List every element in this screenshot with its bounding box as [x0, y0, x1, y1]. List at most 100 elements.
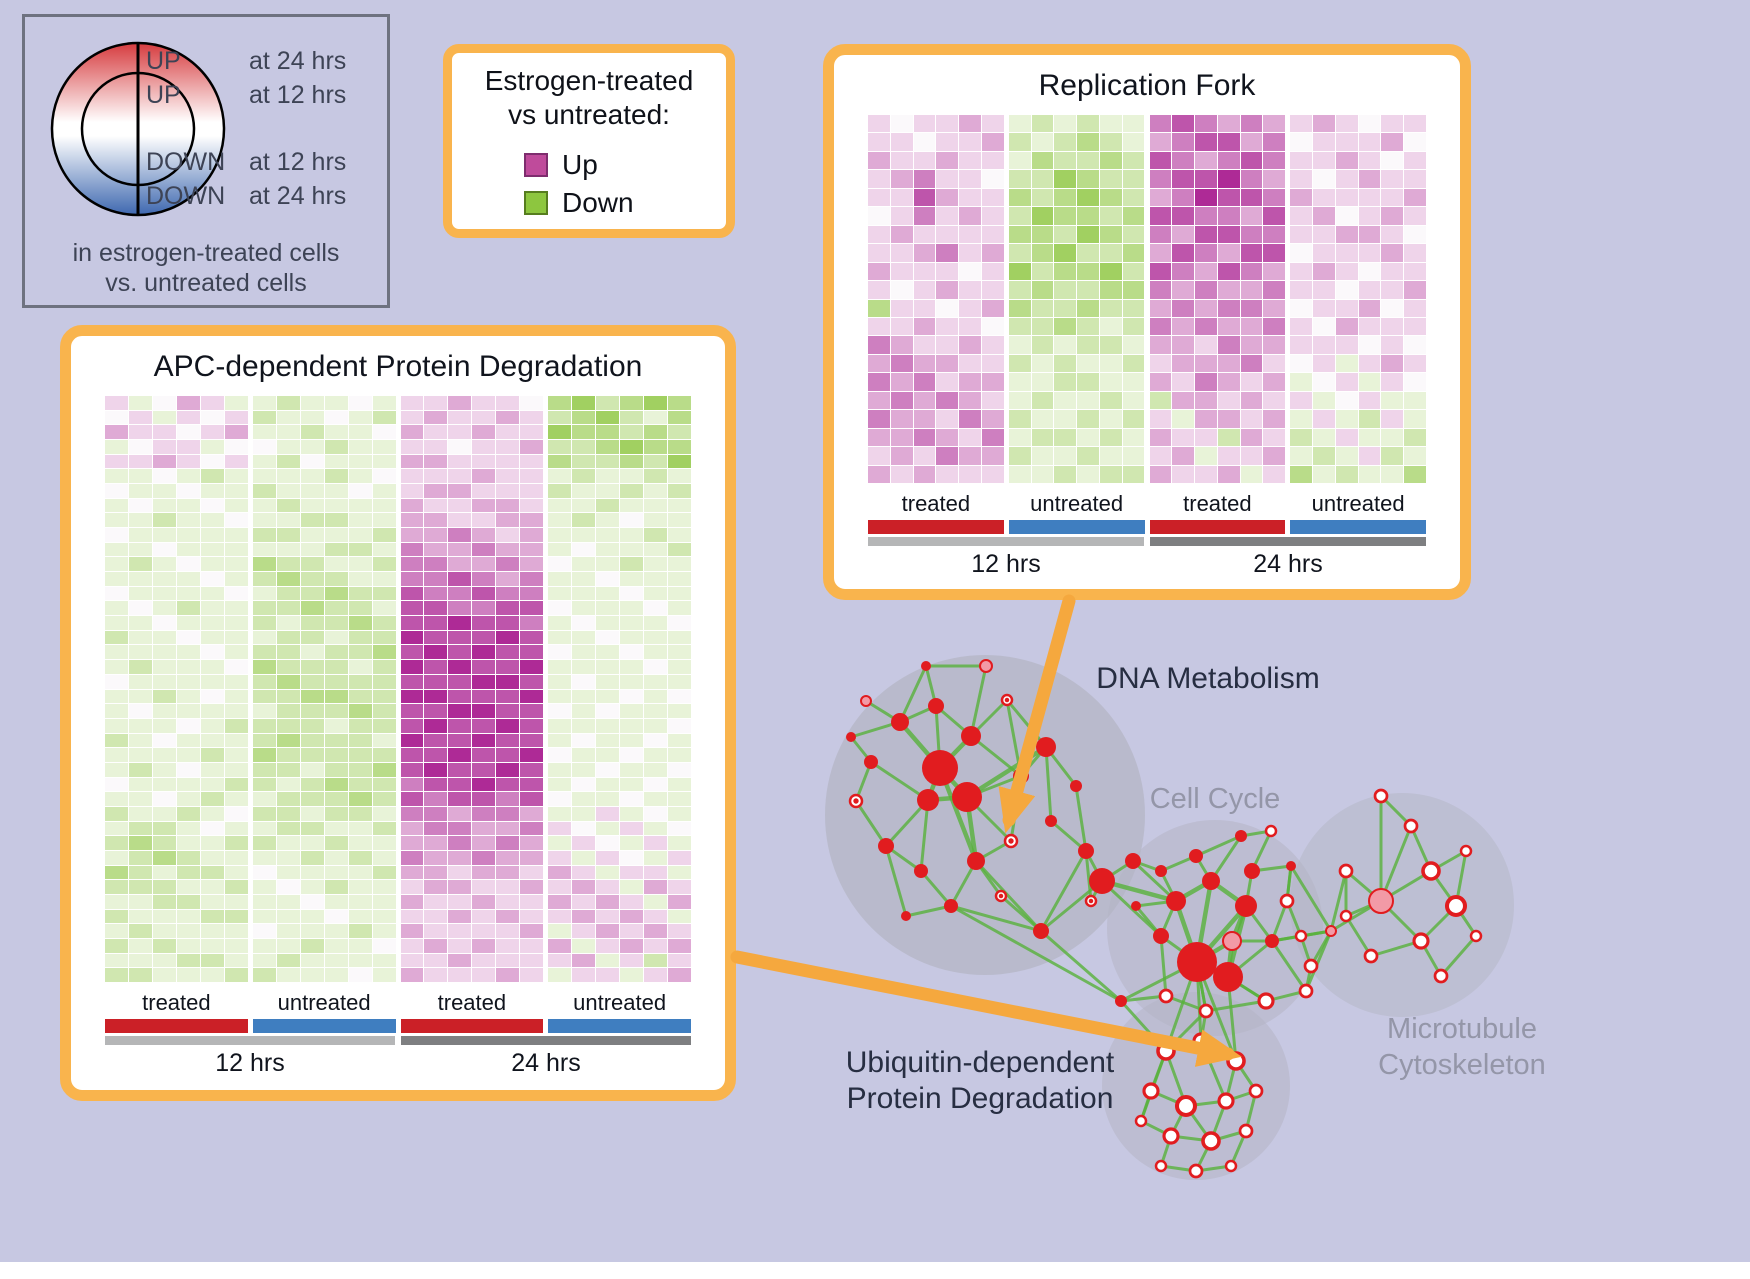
heatmap-cell	[496, 953, 520, 968]
heatmap-cell	[1008, 281, 1031, 299]
heatmap-cell	[496, 806, 520, 821]
network-edge	[1194, 834, 1243, 858]
heatmap-cell	[324, 748, 348, 762]
heatmap-cell	[596, 777, 620, 792]
heatmap-cell	[400, 792, 424, 806]
heatmap-cell	[1358, 170, 1381, 188]
group-label: untreated	[1311, 491, 1405, 516]
heatmap-cell	[668, 704, 691, 718]
heatmap-cell	[276, 733, 300, 748]
heatmap-cell	[448, 836, 472, 850]
heatmap-cell	[868, 428, 890, 447]
heatmap-cell	[400, 674, 424, 689]
heatmap-cell	[348, 924, 372, 938]
heatmap-cell	[1404, 133, 1426, 151]
heatmap-cell	[959, 447, 981, 465]
heatmap-cell	[105, 924, 128, 938]
heatmap-cell	[424, 850, 448, 865]
heatmap-cell	[548, 865, 572, 880]
heatmap-cell	[176, 777, 200, 792]
heatmap-cell	[348, 792, 372, 806]
heatmap-cell	[1122, 373, 1145, 391]
heatmap-cell	[520, 645, 544, 660]
heatmap-cell	[596, 733, 620, 748]
heatmap-cell	[496, 850, 520, 865]
heatmap-cell	[548, 806, 572, 821]
heatmap-cell	[424, 865, 448, 880]
heatmap-cell	[200, 396, 224, 410]
heatmap-cell	[1172, 225, 1195, 244]
heatmap-cell	[448, 425, 472, 440]
heatmap-cell	[644, 850, 668, 865]
heatmap-cell	[252, 821, 276, 836]
heatmap-cell	[596, 572, 620, 586]
heatmap-cell	[596, 410, 620, 425]
heatmap-cell	[644, 689, 668, 704]
heatmap-cell	[1054, 299, 1077, 317]
heatmap-cell	[252, 645, 276, 660]
heatmap-cell	[1404, 244, 1426, 262]
heatmap-cell	[644, 674, 668, 689]
heatmap-cell	[105, 689, 128, 704]
heatmap-cell	[981, 373, 1004, 391]
heatmap-column-group	[868, 115, 1004, 483]
heatmap-cell	[152, 748, 176, 762]
heatmap-cell	[348, 674, 372, 689]
heatmap-cell	[1031, 317, 1054, 336]
heatmap-cell	[620, 792, 644, 806]
heatmap-cell	[176, 410, 200, 425]
gene-node-open	[1459, 844, 1473, 858]
heatmap-cell	[520, 762, 544, 777]
heatmap-cell	[324, 953, 348, 968]
heatmap-cell	[620, 689, 644, 704]
heatmap-cell	[300, 718, 324, 733]
heatmap-cell	[644, 601, 668, 616]
heatmap-cell	[105, 836, 128, 850]
heatmap-cell	[372, 513, 396, 528]
heatmap-cell	[1122, 336, 1145, 354]
heatmap-cell	[128, 777, 152, 792]
heatmap-cell	[152, 528, 176, 542]
heatmap-cell	[1240, 428, 1263, 447]
heatmap-cell	[372, 792, 396, 806]
heatmap-cell	[252, 953, 276, 968]
heatmap-cell	[448, 850, 472, 865]
heatmap-cell	[128, 909, 152, 924]
heatmap-cell	[105, 968, 128, 982]
heatmap-cell	[868, 336, 890, 354]
heatmap-cell	[1099, 151, 1122, 170]
heatmap-cell	[1290, 447, 1313, 465]
gene-node	[1244, 863, 1260, 879]
heatmap-cell	[520, 454, 544, 469]
heatmap-cell	[520, 572, 544, 586]
gene-node-open	[1294, 929, 1308, 943]
heatmap-cell	[1313, 447, 1335, 465]
heatmap-cell	[548, 601, 572, 616]
heatmap-cell	[1099, 262, 1122, 281]
heatmap-cell	[324, 410, 348, 425]
heatmap-cell	[620, 542, 644, 557]
heatmap-cell	[176, 865, 200, 880]
network-edge	[1084, 849, 1093, 903]
heatmap-cell	[913, 244, 936, 262]
heatmap-cell	[1335, 133, 1358, 151]
heatmap-cell	[1335, 391, 1358, 410]
heatmap-cell	[496, 410, 520, 425]
heatmap-cell	[372, 704, 396, 718]
gene-node-ringed-center	[853, 798, 859, 804]
heatmap-cell	[1263, 133, 1286, 151]
heatmap-cell	[620, 396, 644, 410]
heatmap-cell	[572, 616, 596, 630]
heatmap-cell	[105, 850, 128, 865]
heatmap-cell	[1149, 354, 1172, 373]
heatmap-cell	[448, 938, 472, 953]
heatmap-cell	[276, 836, 300, 850]
heatmap-cell	[1335, 373, 1358, 391]
heatmap-cell	[128, 542, 152, 557]
heatmap-cell	[572, 425, 596, 440]
heatmap-cell	[224, 777, 248, 792]
heatmap-cell	[176, 762, 200, 777]
heatmap-cell	[276, 718, 300, 733]
heatmap-cell	[448, 601, 472, 616]
heatmap-cell	[200, 557, 224, 572]
